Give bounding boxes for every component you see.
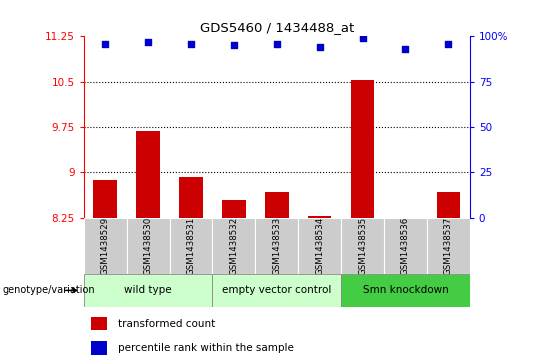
Bar: [308, 216, 332, 218]
Bar: [136, 131, 160, 218]
Text: Smn knockdown: Smn knockdown: [362, 285, 448, 295]
Bar: [351, 80, 374, 218]
Text: GSM1438535: GSM1438535: [358, 217, 367, 275]
Text: GSM1438534: GSM1438534: [315, 217, 324, 275]
Bar: [91, 317, 107, 330]
Text: GSM1438537: GSM1438537: [444, 217, 453, 275]
Bar: [436, 192, 460, 218]
Bar: [84, 274, 212, 307]
Bar: [170, 218, 212, 274]
Point: [315, 44, 324, 50]
Text: GSM1438536: GSM1438536: [401, 217, 410, 275]
Bar: [427, 218, 470, 274]
Text: GSM1438531: GSM1438531: [186, 217, 195, 275]
Point: [230, 42, 238, 48]
Title: GDS5460 / 1434488_at: GDS5460 / 1434488_at: [200, 21, 354, 34]
Text: GSM1438533: GSM1438533: [272, 217, 281, 275]
Bar: [222, 200, 246, 218]
Point: [187, 41, 195, 46]
Text: empty vector control: empty vector control: [222, 285, 332, 295]
Bar: [384, 218, 427, 274]
Bar: [341, 274, 470, 307]
Text: wild type: wild type: [124, 285, 172, 295]
Point: [101, 41, 110, 46]
Bar: [255, 218, 298, 274]
Text: genotype/variation: genotype/variation: [3, 285, 96, 295]
Bar: [212, 274, 341, 307]
Text: GSM1438532: GSM1438532: [230, 217, 238, 275]
Point: [401, 46, 410, 52]
Text: transformed count: transformed count: [118, 318, 215, 329]
Bar: [298, 218, 341, 274]
Bar: [341, 218, 384, 274]
Point: [358, 35, 367, 41]
Bar: [84, 218, 126, 274]
Bar: [126, 218, 170, 274]
Text: GSM1438529: GSM1438529: [100, 217, 110, 275]
Bar: [179, 177, 202, 218]
Bar: [212, 218, 255, 274]
Point: [273, 41, 281, 46]
Text: GSM1438530: GSM1438530: [144, 217, 153, 275]
Bar: [265, 192, 288, 218]
Point: [144, 39, 152, 45]
Bar: [93, 180, 117, 218]
Point: [444, 41, 453, 46]
Text: percentile rank within the sample: percentile rank within the sample: [118, 343, 294, 353]
Bar: [91, 342, 107, 355]
Bar: [394, 218, 417, 220]
